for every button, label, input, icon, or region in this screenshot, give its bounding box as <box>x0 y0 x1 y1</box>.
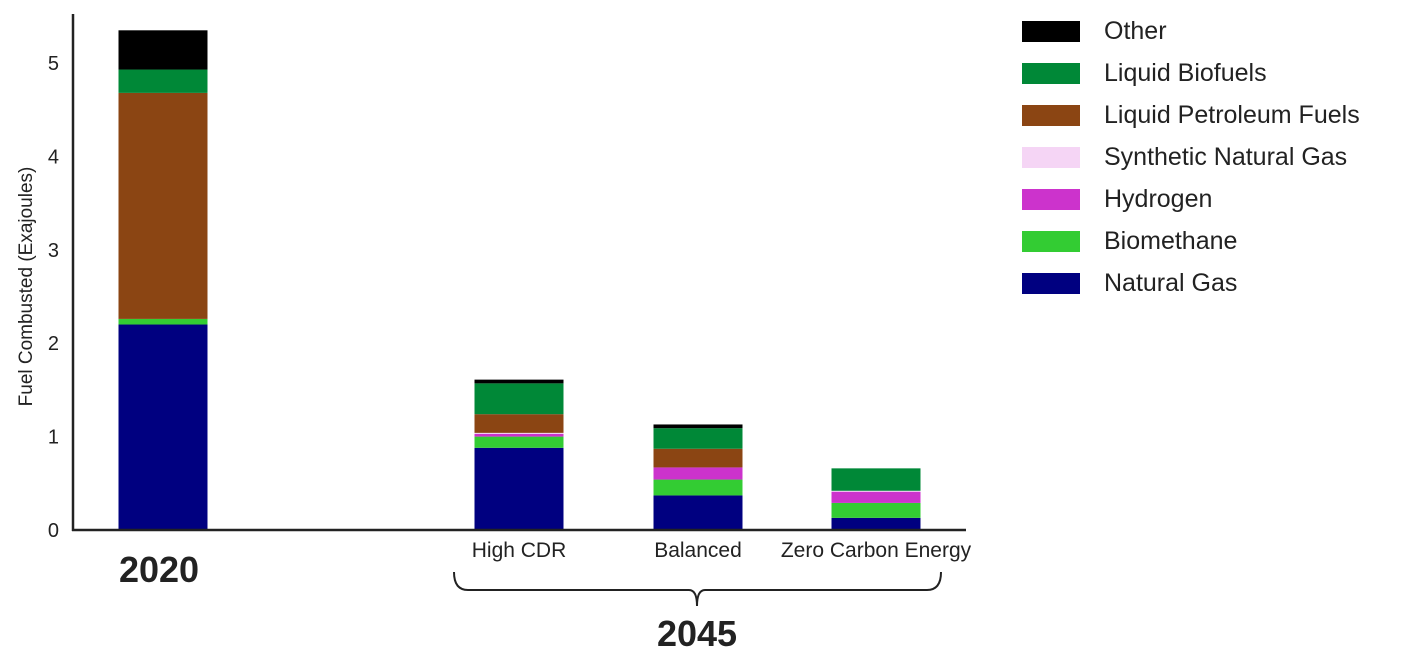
x-tick-label-high-cdr: High CDR <box>472 539 567 562</box>
legend-swatch <box>1022 62 1080 84</box>
legend-item-hydrogen: Hydrogen <box>1022 178 1360 220</box>
group-brace-2045 <box>453 571 942 607</box>
y-tick-label: 3 <box>48 240 59 262</box>
legend-item-synthetic-natural-gas: Synthetic Natural Gas <box>1022 136 1360 178</box>
legend-swatch <box>1022 146 1080 168</box>
bar-2020-biomethane <box>118 318 208 325</box>
bar-zero-carbon-energy-hydrogen <box>831 491 921 503</box>
legend-label: Other <box>1104 16 1167 45</box>
bar-balanced-other <box>653 424 743 429</box>
bars-layer <box>118 30 921 530</box>
x-tick-label-balanced: Balanced <box>654 539 742 562</box>
legend-swatch <box>1022 20 1080 42</box>
bar-2020-liquid-biofuels <box>118 69 208 93</box>
legend-item-liquid-biofuels: Liquid Biofuels <box>1022 52 1360 94</box>
axes-layer <box>71 14 966 532</box>
legend-swatch <box>1022 230 1080 252</box>
legend-swatch <box>1022 188 1080 210</box>
labels-layer: 0 1 2 3 4 5 Fuel Combusted (Exajoules) 2020 High… <box>16 53 972 649</box>
y-tick-label: 5 <box>48 53 59 75</box>
bar-high-cdr-natural-gas <box>474 447 564 530</box>
legend-swatch <box>1022 104 1080 126</box>
group-label-2045: 2045 <box>657 613 737 649</box>
y-tick-label: 0 <box>48 520 59 542</box>
bar-balanced-biomethane <box>653 479 743 496</box>
bar-2020-liquid-petroleum-fuels <box>118 92 208 319</box>
bar-zero-carbon-energy-natural-gas <box>831 517 921 530</box>
legend-label: Hydrogen <box>1104 184 1213 213</box>
bar-zero-carbon-energy-synthetic-natural-gas <box>831 490 921 492</box>
bar-high-cdr-biomethane <box>474 436 564 448</box>
legend-label: Liquid Petroleum Fuels <box>1104 100 1360 129</box>
bar-high-cdr-liquid-biofuels <box>474 383 564 415</box>
legend-item-natural-gas: Natural Gas <box>1022 262 1360 304</box>
legend-item-biomethane: Biomethane <box>1022 220 1360 262</box>
bar-high-cdr-other <box>474 379 564 384</box>
bar-balanced-liquid-biofuels <box>653 428 743 449</box>
bar-zero-carbon-energy-liquid-biofuels <box>831 468 921 491</box>
y-tick-label: 2 <box>48 333 59 355</box>
y-tick-label: 4 <box>48 146 59 168</box>
legend-label: Natural Gas <box>1104 268 1238 297</box>
bar-high-cdr-liquid-petroleum-fuels <box>474 414 564 433</box>
legend-item-liquid-petroleum-fuels: Liquid Petroleum Fuels <box>1022 94 1360 136</box>
bar-balanced-hydrogen <box>653 467 743 480</box>
legend: Other Liquid Biofuels Liquid Petroleum Fue… <box>1022 10 1360 304</box>
bar-2020-other <box>118 30 208 70</box>
bar-zero-carbon-energy-biomethane <box>831 502 921 518</box>
bar-balanced-liquid-petroleum-fuels <box>653 448 743 468</box>
legend-label: Liquid Biofuels <box>1104 58 1267 87</box>
legend-swatch <box>1022 272 1080 294</box>
y-tick-label: 1 <box>48 427 59 449</box>
bar-2020-natural-gas <box>118 324 208 530</box>
legend-item-other: Other <box>1022 10 1360 52</box>
x-tick-label-zero-carbon-energy: Zero Carbon Energy <box>781 539 972 562</box>
legend-label: Biomethane <box>1104 226 1238 255</box>
bar-high-cdr-synthetic-natural-gas <box>474 432 564 434</box>
group-label-2020: 2020 <box>119 549 199 590</box>
y-axis-title: Fuel Combusted (Exajoules) <box>16 167 37 407</box>
bar-balanced-natural-gas <box>653 495 743 530</box>
bar-high-cdr-hydrogen <box>474 433 564 437</box>
legend-label: Synthetic Natural Gas <box>1104 142 1348 171</box>
